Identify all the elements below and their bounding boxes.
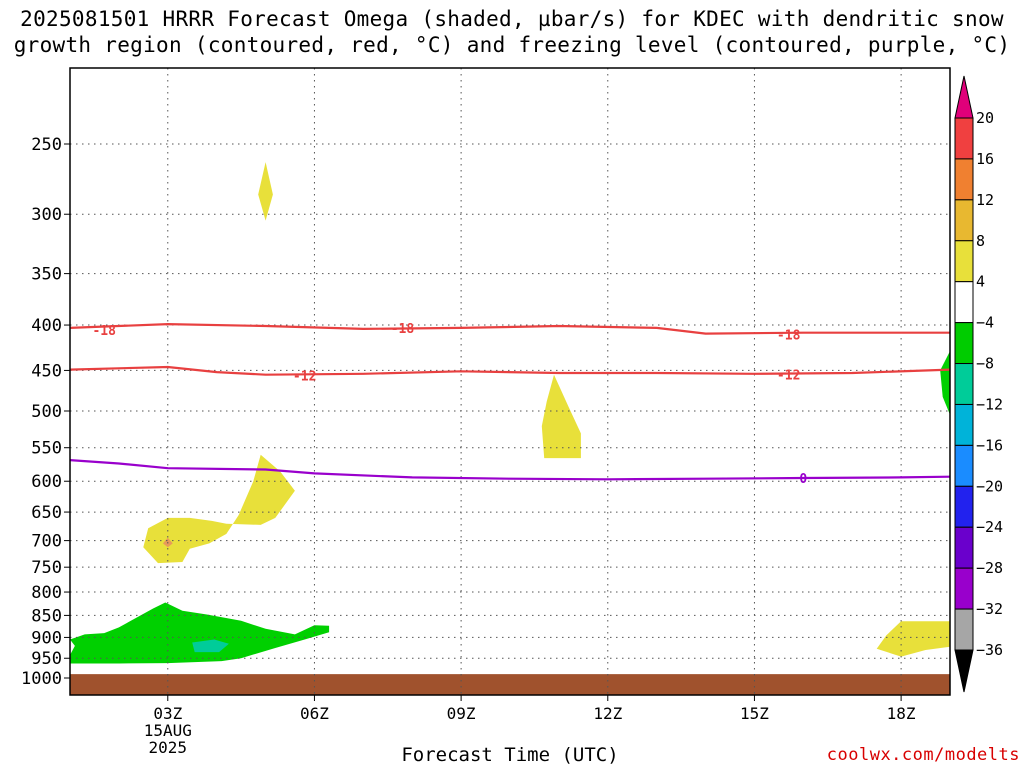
colorbar-label-4: 4	[976, 273, 985, 291]
x-tick-label-09Z: 09Z	[447, 704, 476, 723]
y-tick-label-400: 400	[31, 316, 62, 336]
x-tick-label-12Z: 12Z	[593, 704, 622, 723]
x-tick-label-06Z: 06Z	[300, 704, 329, 723]
plot-background	[70, 68, 950, 695]
contour-line-2	[70, 365, 950, 376]
colorbar-label--24: −24	[976, 518, 1003, 536]
omega-region-1	[258, 162, 273, 221]
colorbar-label-20: 20	[976, 109, 994, 127]
contour-label-2-2: -12	[777, 369, 800, 384]
y-tick-label-500: 500	[31, 402, 62, 422]
y-tick-label-550: 550	[31, 439, 62, 459]
colorbar-label--4: −4	[976, 314, 994, 332]
colorbar-label-8: 8	[976, 232, 985, 250]
credit-link[interactable]: coolwx.com/modelts	[826, 745, 1020, 765]
x-tick-label-15Z: 15Z	[740, 704, 769, 723]
omega-region-2	[541, 374, 581, 459]
x-tick-label-03Z: 03Z	[153, 704, 182, 723]
y-tick-label-850: 850	[31, 606, 62, 626]
omega-region-6	[192, 639, 229, 653]
colorbar-band-7	[954, 363, 974, 405]
y-tick-label-750: 750	[31, 558, 62, 578]
y-tick-label-800: 800	[31, 583, 62, 603]
colorbar-label--28: −28	[976, 559, 1003, 577]
colorbar-band-8	[954, 403, 974, 446]
colorbar-band-5	[954, 281, 974, 324]
omega-region-8	[940, 351, 950, 415]
y-tick-label-700: 700	[31, 532, 62, 552]
colorbar-label--16: −16	[976, 436, 1003, 454]
y-tick-label-250: 250	[31, 135, 62, 155]
y-tick-label-1000: 1000	[21, 669, 62, 689]
colorbar-band-12	[954, 567, 974, 610]
y-tick-label-450: 450	[31, 361, 62, 381]
colorbar-band-6	[954, 322, 974, 365]
colorbar-label--12: −12	[976, 395, 1003, 413]
colorbar-label-12: 12	[976, 191, 994, 209]
contour-label-1-3: -18	[777, 329, 801, 344]
colorbar-band-3	[954, 199, 974, 242]
colorbar-band-10	[954, 485, 974, 528]
colorbar-label--36: −36	[976, 641, 1003, 659]
colorbar-label--20: −20	[976, 477, 1003, 495]
colorbar-band-9	[954, 444, 974, 487]
chart-title-line1: 2025081501 HRRR Forecast Omega (shaded, …	[20, 7, 1004, 31]
colorbar-label--8: −8	[976, 355, 994, 373]
x-tick-label-18Z: 18Z	[887, 704, 916, 723]
contour-label-2-1: -12	[293, 370, 316, 385]
x-tick-sublabel-1: 15AUG	[144, 721, 192, 740]
y-tick-label-600: 600	[31, 472, 62, 492]
chart-title: 2025081501 HRRR Forecast Omega (shaded, …	[0, 6, 1024, 58]
chart-title-line2: growth region (contoured, red, °C) and f…	[13, 33, 1011, 57]
contour-line-1	[70, 323, 950, 335]
y-tick-label-900: 900	[31, 628, 62, 648]
y-tick-label-350: 350	[31, 265, 62, 285]
colorbar-band-1	[954, 117, 974, 160]
omega-region-3	[143, 454, 295, 564]
colorbar-band-11	[954, 526, 974, 569]
colorbar-band-13	[954, 608, 974, 651]
contour-line-3	[70, 459, 950, 481]
x-tick-sublabel-2: 2025	[149, 738, 188, 757]
y-tick-label-950: 950	[31, 649, 62, 669]
colorbar-band-2	[954, 158, 974, 201]
plot-frame	[69, 67, 951, 696]
x-axis-label: Forecast Time (UTC)	[401, 744, 619, 766]
contour-label-3-1: 0	[799, 472, 807, 487]
colorbar-label--32: −32	[976, 600, 1003, 618]
colorbar-arrow-bottom	[954, 649, 974, 693]
ground-layer	[70, 674, 950, 695]
colorbar-label-16: 16	[976, 150, 994, 168]
y-tick-label-650: 650	[31, 503, 62, 523]
contour-label-1-2: -18	[391, 322, 415, 337]
y-tick-label-300: 300	[31, 205, 62, 225]
omega-region-7	[876, 621, 950, 657]
omega-region-5	[70, 602, 330, 664]
colorbar-arrow-top	[954, 75, 974, 119]
contour-label-1-1: -18	[92, 324, 116, 339]
colorbar-band-4	[954, 240, 974, 283]
